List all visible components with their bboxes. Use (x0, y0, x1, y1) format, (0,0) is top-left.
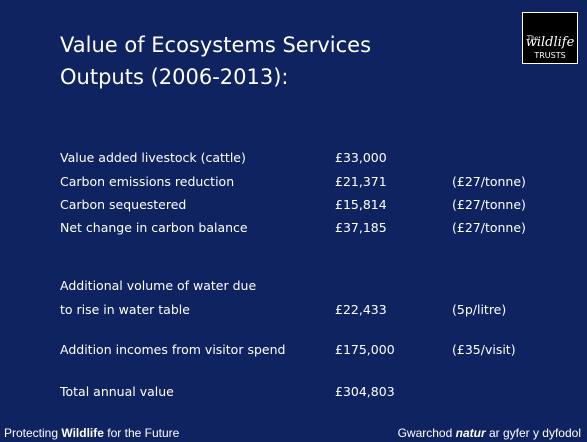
row-label: Carbon sequestered (60, 197, 187, 212)
row-label: Total annual value (60, 384, 174, 399)
row-note: (£35/visit) (452, 342, 516, 357)
row-label: Addition incomes from visitor spend (60, 342, 286, 357)
row-note: (£27/tonne) (452, 220, 526, 235)
row-label: Net change in carbon balance (60, 220, 248, 235)
row-value: £21,371 (335, 174, 387, 189)
row-value: £304,803 (335, 384, 395, 399)
title-line: Outputs (2006-2013): (60, 65, 289, 89)
logo: The wildlife TRUSTS (522, 12, 578, 64)
footer-right: Gwarchod natur ar gyfer y dyfodol (398, 426, 581, 440)
row-value: £22,433 (335, 302, 387, 317)
footer-text: for the Future (107, 426, 180, 440)
footer-text: Protecting (4, 426, 59, 440)
footer-left: Protecting Wildlife for the Future (4, 426, 179, 440)
footer-text: ar gyfer y dyfodol (488, 426, 581, 440)
title-line: Value of Ecosystems Services (60, 33, 372, 57)
row-label: to rise in water table (60, 302, 190, 317)
footer-bold: natur (455, 426, 486, 440)
row-label: Value added livestock (cattle) (60, 150, 246, 165)
logo-main: wildlife (525, 35, 575, 50)
row-value: £15,814 (335, 197, 387, 212)
row-note: (£27/tonne) (452, 174, 526, 189)
row-label: Additional volume of water due (60, 278, 257, 293)
row-note: (£27/tonne) (452, 197, 526, 212)
row-value: £175,000 (335, 342, 395, 357)
footer-bold: Wildlife (61, 426, 104, 440)
logo-small: The (527, 35, 539, 42)
footer-text: Gwarchod (397, 426, 453, 440)
logo-sub: TRUSTS (534, 51, 566, 60)
row-label: Carbon emissions reduction (60, 174, 235, 189)
row-value: £37,185 (335, 220, 387, 235)
row-value: £33,000 (335, 150, 387, 165)
row-note: (5p/litre) (452, 302, 507, 317)
